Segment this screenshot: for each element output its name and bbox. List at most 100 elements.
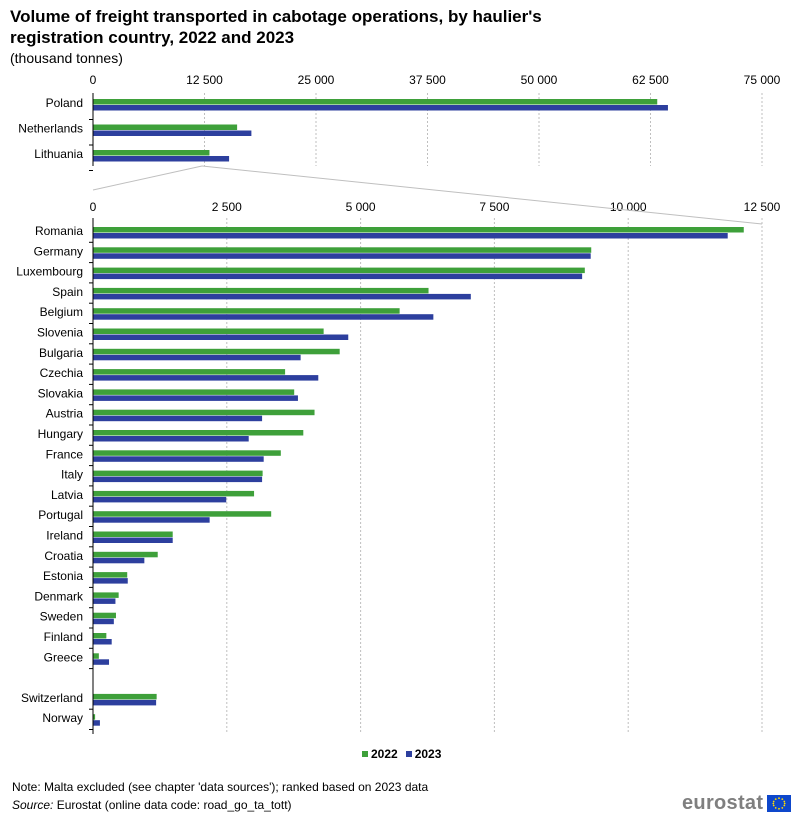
main-category-label: Latvia (51, 488, 83, 502)
main-bar-2022 (93, 612, 116, 619)
main-category-label: Croatia (44, 549, 83, 563)
main-bar-2023 (93, 415, 263, 422)
main-bar-2023 (93, 618, 114, 625)
main-bar-2022 (93, 551, 158, 558)
top-category-label: Netherlands (18, 122, 83, 136)
main-category-label: Ireland (46, 529, 83, 543)
main-category-label: Hungary (38, 427, 83, 441)
eurostat-logo: eurostat (682, 792, 792, 815)
main-category-label: Luxembourg (16, 265, 83, 279)
main-x-tick-label: 0 (90, 200, 97, 214)
main-bar-2023 (93, 375, 319, 381)
legend-item-2022: 2022 (362, 747, 398, 761)
main-bar-2023 (93, 293, 471, 300)
chart: 0 12 500 25 000 37 500 50 000 62 500 75 000 Pol… (16, 73, 781, 734)
main-bar-2022 (93, 470, 263, 477)
main-category-label: Estonia (43, 569, 83, 583)
main-category-label: Denmark (34, 589, 84, 603)
main-bar-2022 (93, 328, 324, 334)
main-bar-2022 (93, 369, 286, 375)
main-bar-2022 (93, 714, 96, 720)
top-bar-2023 (93, 156, 230, 162)
main-bar-2022 (93, 572, 128, 578)
main-bar-2022 (93, 653, 99, 659)
main-bar-2023 (93, 334, 349, 340)
top-bar-2023 (93, 130, 252, 136)
main-bar-2023 (93, 436, 249, 442)
main-category-label: Italy (61, 468, 83, 482)
top-bar-2022 (93, 124, 238, 130)
main-bar-2023 (93, 314, 434, 320)
main-bar-2022 (93, 389, 295, 395)
main-category-label: France (46, 447, 84, 461)
top-x-tick-label: 75 000 (744, 73, 781, 87)
main-category-label: Slovakia (38, 386, 84, 400)
main-bar-2023 (93, 557, 145, 564)
main-bar-2023 (93, 720, 100, 726)
main-bar-2022 (93, 287, 429, 294)
legend-label-2023: 2023 (414, 747, 442, 761)
legend-item-2023: 2023 (405, 747, 442, 761)
main-bar-2023 (93, 598, 116, 604)
main-category-label: Switzerland (21, 691, 83, 705)
main-bar-2023 (93, 233, 728, 239)
top-category-label: Lithuania (34, 147, 83, 161)
main-category-label: Czechia (40, 366, 84, 380)
main-bar-2023 (93, 476, 263, 483)
main-bar-2023 (93, 537, 173, 543)
main-bar-2022 (93, 430, 304, 436)
source-text: Eurostat (online data code: road_go_ta_t… (53, 798, 292, 812)
top-x-tick-label: 0 (90, 73, 97, 87)
top-x-tick-label: 12 500 (186, 73, 223, 87)
legend-label-2022: 2022 (371, 747, 398, 761)
main-category-label: Finland (44, 630, 83, 644)
logo-text: eurostat (682, 792, 764, 814)
main-x-tick-label: 10 000 (610, 200, 647, 214)
main-category-label: Austria (46, 407, 84, 421)
main-bar-2022 (93, 450, 281, 456)
main-bar-2023 (93, 253, 591, 259)
main-bar-2022 (93, 592, 119, 598)
main-bar-2022 (93, 490, 255, 497)
source-label: Source: (12, 798, 54, 812)
main-x-tick-label: 7 500 (479, 200, 509, 214)
main-bar-2022 (93, 409, 315, 416)
zoom-connector-right (201, 165, 763, 225)
main-bar-2023 (93, 578, 128, 584)
main-bar-2022 (93, 247, 592, 253)
top-x-tick-label: 25 000 (298, 73, 335, 87)
main-bar-2022 (93, 227, 744, 233)
top-bar-2023 (93, 105, 668, 111)
main-category-label: Belgium (40, 305, 83, 319)
footnote: Note: Malta excluded (see chapter 'data … (12, 780, 429, 794)
main-category-label: Romania (35, 224, 83, 238)
top-bar-2022 (93, 150, 210, 156)
main-bar-2022 (93, 531, 173, 537)
main-category-label: Greece (44, 650, 84, 664)
legend-swatch-2023 (405, 751, 412, 757)
main-bar-2023 (93, 659, 110, 665)
main-x-tick-label: 12 500 (744, 200, 781, 214)
main-x-tick-label: 5 000 (346, 200, 376, 214)
eu-flag-icon (767, 795, 792, 812)
chart-subtitle: (thousand tonnes) (10, 50, 123, 66)
main-category-label: Slovenia (37, 326, 83, 340)
main-x-tick-label: 2 500 (212, 200, 242, 214)
main-bar-2023 (93, 395, 298, 401)
main-bar-2023 (93, 517, 210, 523)
zoom-connector-left (92, 165, 203, 191)
main-bar-2023 (93, 354, 301, 361)
main-bar-2022 (93, 348, 340, 355)
main-category-label: Portugal (38, 508, 83, 522)
main-bar-2023 (93, 273, 583, 280)
main-bar-2023 (93, 496, 227, 503)
top-x-tick-label: 50 000 (521, 73, 558, 87)
chart-title: Volume of freight transported in cabotag… (10, 7, 542, 47)
main-category-label: Spain (52, 285, 83, 299)
main-bar-2022 (93, 308, 400, 314)
main-bar-2022 (93, 633, 107, 639)
main-category-label: Sweden (40, 610, 83, 624)
top-category-label: Poland (46, 96, 83, 110)
top-x-tick-label: 37 500 (409, 73, 446, 87)
legend: 2022 2023 (362, 747, 441, 761)
